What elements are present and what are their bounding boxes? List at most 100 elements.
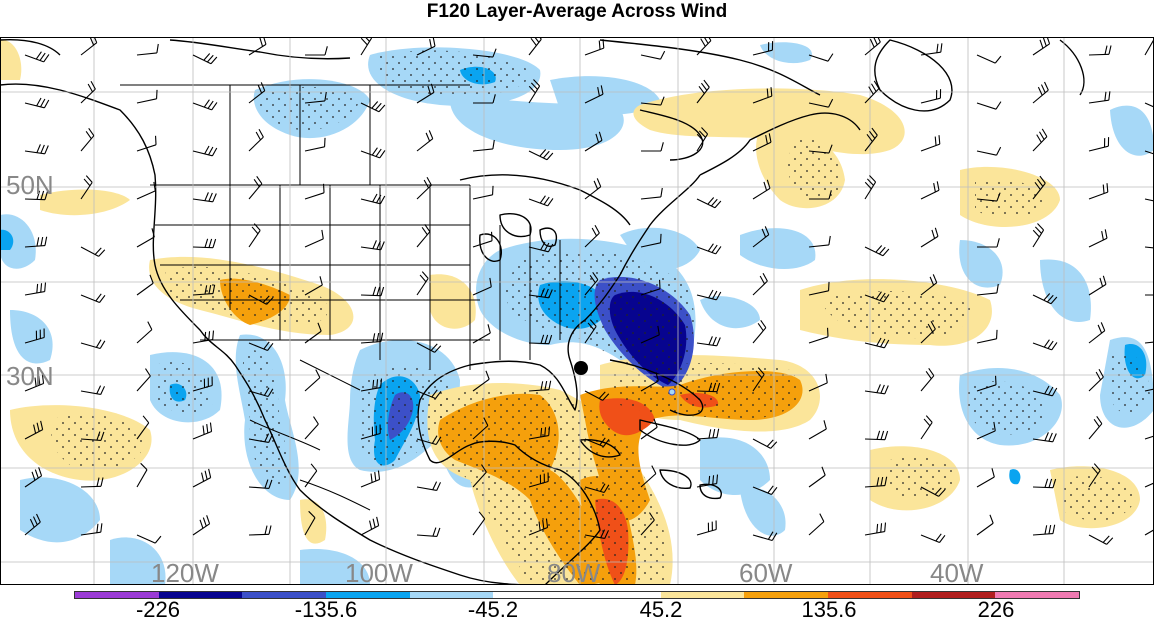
wind-barb: [528, 37, 542, 56]
wind-barb: [752, 179, 771, 200]
wind-barb: [248, 223, 261, 248]
wind-barb: [248, 341, 274, 352]
wind-barb: [304, 183, 325, 200]
wind-barb: [1032, 37, 1051, 56]
wind-barb: [696, 289, 722, 301]
wind-barb: [976, 192, 1001, 202]
wind-barb: [752, 531, 778, 542]
wind-barb: [920, 89, 942, 104]
wind-barb: [416, 481, 441, 492]
wind-barb: [1088, 322, 1106, 344]
wind-barb: [80, 293, 106, 304]
wind-barb: [1088, 183, 1109, 200]
wind-barb: [864, 175, 877, 200]
colorbar-label-4: 45.2: [639, 597, 683, 622]
wind-barb: [752, 367, 765, 392]
colorbar-segment-8: [660, 592, 745, 598]
wind-barb: [472, 324, 491, 344]
wind-barb: [584, 271, 599, 296]
colorbar-segment-2: [158, 592, 243, 598]
wind-barb: [640, 50, 666, 60]
wind-barb: [920, 486, 946, 497]
wind-barb: [472, 231, 493, 248]
colorbar: [74, 591, 1080, 599]
wind-barb: [752, 438, 778, 449]
wind-barb: [24, 513, 41, 536]
wind-barb: [696, 197, 722, 209]
wind-barb: [80, 80, 96, 104]
wind-barb: [304, 276, 323, 296]
wind-barb: [24, 420, 44, 440]
wind-barb: [80, 339, 106, 350]
wind-barb: [192, 284, 216, 296]
colorbar-segment-12: [995, 592, 1080, 598]
colorbar-label-6: 226: [977, 597, 1015, 622]
wind-barb: [752, 272, 768, 296]
wind-barb: [136, 274, 154, 296]
wind-barb: [24, 236, 48, 248]
wind-barb: [640, 418, 658, 440]
wind-barb: [1088, 45, 1112, 56]
wind-barb: [304, 137, 326, 152]
wind-barb: [584, 437, 610, 448]
wind-barb: [976, 54, 1002, 64]
wind-barb: [136, 368, 151, 392]
wind-barb: [192, 145, 218, 157]
wind-barb: [528, 426, 551, 440]
wind-barb: [248, 128, 264, 152]
wind-barb: [24, 282, 47, 296]
wind-barb: [1144, 435, 1154, 440]
wind-barb: [1144, 150, 1154, 155]
wind-barb: [528, 334, 553, 345]
wind-barb: [864, 245, 890, 257]
wind-barb: [304, 322, 322, 344]
wind-barb: [696, 79, 710, 104]
wind-barb: [24, 374, 45, 392]
wind-barb: [696, 243, 722, 255]
wind-barb: [360, 101, 386, 113]
wind-barb: [1032, 432, 1057, 443]
wind-barb: [752, 87, 773, 104]
wind-barb: [136, 135, 157, 152]
wind-barb: [136, 462, 148, 488]
wind-barb: [696, 428, 720, 440]
wind-barb: [696, 382, 721, 393]
wind-barb: [977, 238, 1000, 248]
wind-barb: [304, 369, 321, 392]
wind-barb: [1032, 339, 1058, 351]
wind-barb: [1144, 102, 1154, 108]
wind-barb: [136, 415, 150, 440]
wind-barb: [472, 464, 487, 488]
wind-barb: [808, 98, 834, 108]
colorbar-segment-5: [409, 592, 494, 598]
wind-barb: [640, 372, 659, 392]
wind-barb: [192, 330, 215, 344]
wind-barb: [304, 229, 324, 248]
wind-barb: [1032, 81, 1049, 104]
wind-barb: [864, 127, 878, 152]
wind-barb: [976, 468, 995, 488]
wind-barb: [472, 48, 497, 58]
wind-barb: [192, 192, 217, 203]
wind-barb: [584, 319, 597, 344]
wind-barb: [696, 336, 721, 347]
wind-barb: [809, 190, 832, 200]
colorbar-label-2: -135.6: [294, 597, 358, 622]
wind-barb: [360, 470, 381, 488]
wind-barb: [1032, 478, 1057, 489]
wind-barb: [1088, 415, 1103, 440]
wind-barb: [752, 226, 770, 248]
wind-barb: [360, 240, 385, 251]
wind-barb: [640, 96, 665, 106]
wind-barb: [641, 142, 664, 152]
wind-barb: [1032, 128, 1048, 152]
wind-barb: [920, 533, 946, 544]
wind-barb: [1088, 275, 1107, 296]
wind-barb: [80, 246, 106, 257]
wind-barb: [864, 476, 888, 488]
wind-barb: [192, 53, 218, 65]
wind-barb: [360, 424, 381, 440]
storm-center-marker: [574, 361, 588, 375]
colorbar-segment-9: [744, 592, 829, 598]
colorbar-label-3: -45.2: [467, 597, 519, 622]
